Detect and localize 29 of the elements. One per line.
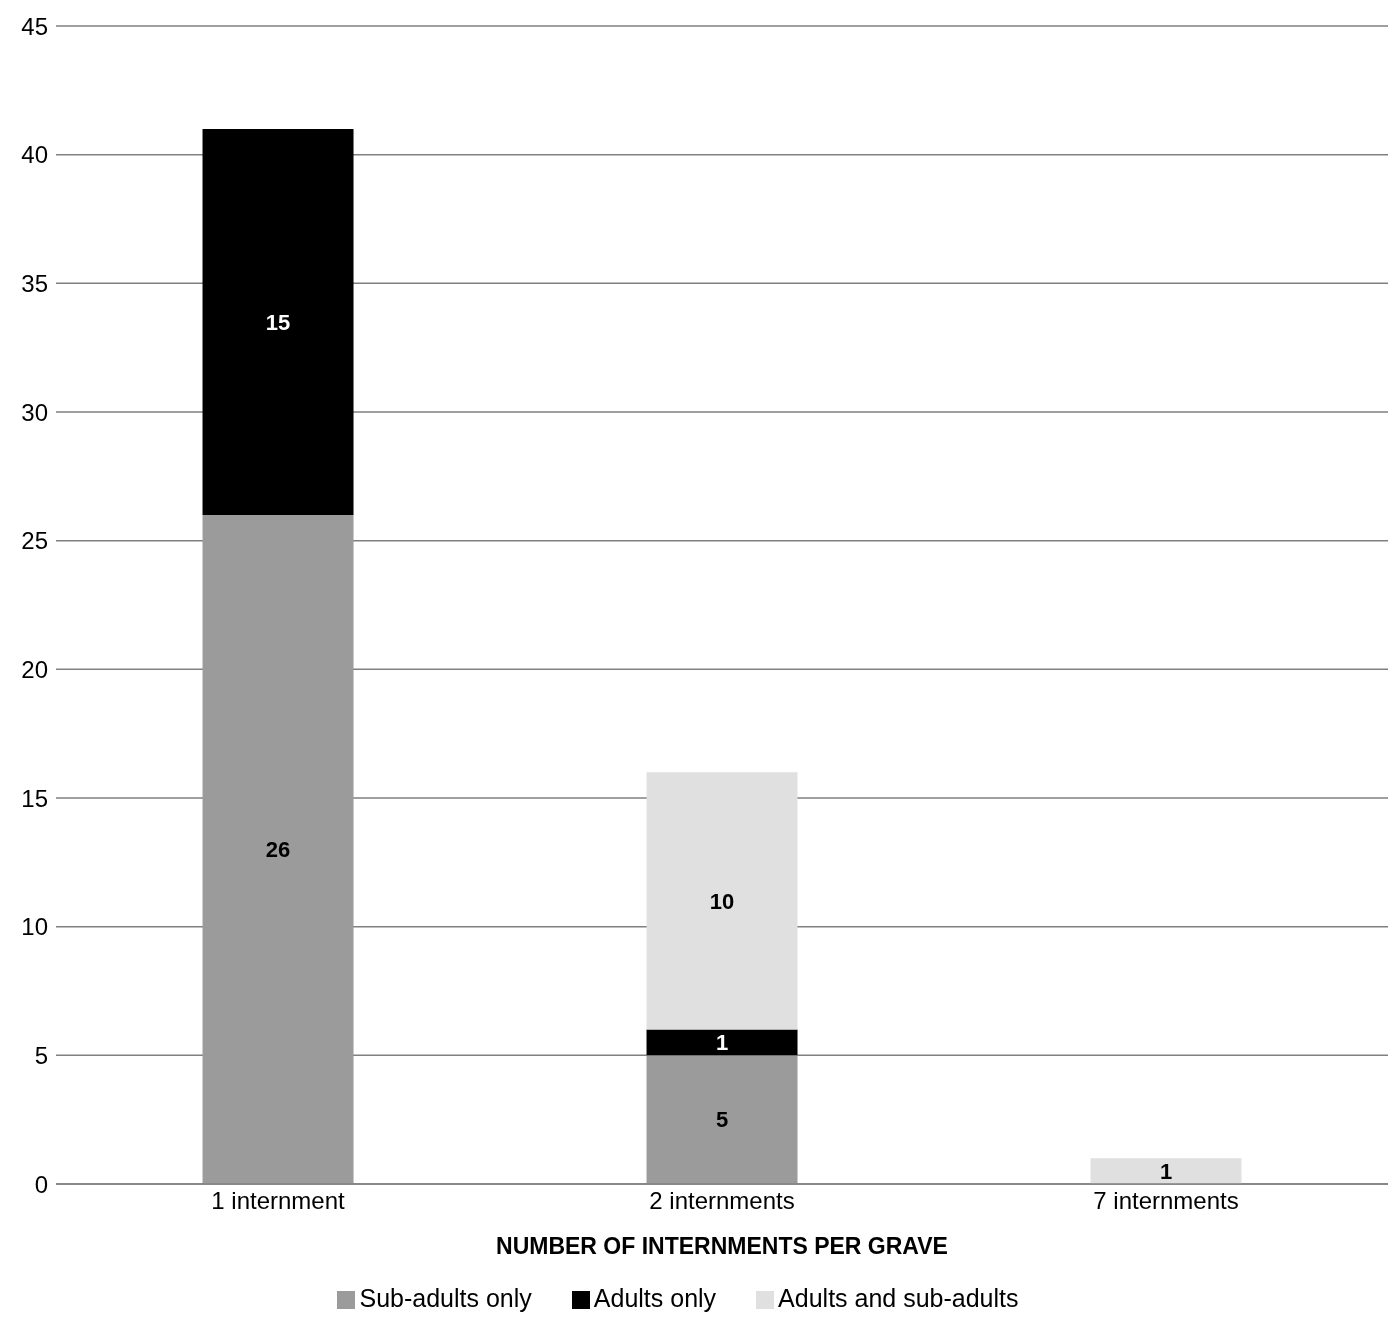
- data-label: 10: [709, 888, 735, 914]
- y-tick-label: 20: [21, 655, 48, 683]
- y-tick-label: 40: [21, 141, 48, 169]
- bar: [1090, 1158, 1242, 1184]
- y-tick-label: 30: [21, 398, 48, 426]
- bar: [646, 772, 798, 1030]
- data-label: 1: [715, 1030, 729, 1056]
- x-tick-label: 2 internments: [649, 1187, 795, 1215]
- legend-label: Adults and sub-adults: [778, 1284, 1019, 1312]
- x-tick-label: 1 internment: [211, 1187, 346, 1215]
- bar: [202, 128, 354, 515]
- bar: [202, 514, 354, 1184]
- legend-label: Adults only: [593, 1284, 717, 1312]
- data-label: 5: [715, 1107, 729, 1133]
- data-label: 1: [1159, 1158, 1173, 1184]
- bar: [646, 1029, 798, 1056]
- data-label: 15: [265, 309, 291, 335]
- y-tick-label: 10: [21, 913, 48, 941]
- y-tick-label: 45: [21, 12, 48, 40]
- y-tick-label: 0: [34, 1170, 48, 1198]
- bar: [646, 1055, 798, 1184]
- x-tick-label: 7 internments: [1093, 1187, 1239, 1215]
- data-label: 26: [265, 837, 291, 863]
- legend-label: Sub-adults only: [359, 1284, 532, 1312]
- y-tick-label: 35: [21, 269, 48, 297]
- x-axis-title: NUMBER OF INTERNMENTS PER GRAVE: [496, 1233, 948, 1259]
- y-tick-label: 5: [34, 1041, 48, 1069]
- y-tick-label: 15: [21, 784, 48, 812]
- y-tick-label: 25: [21, 527, 48, 555]
